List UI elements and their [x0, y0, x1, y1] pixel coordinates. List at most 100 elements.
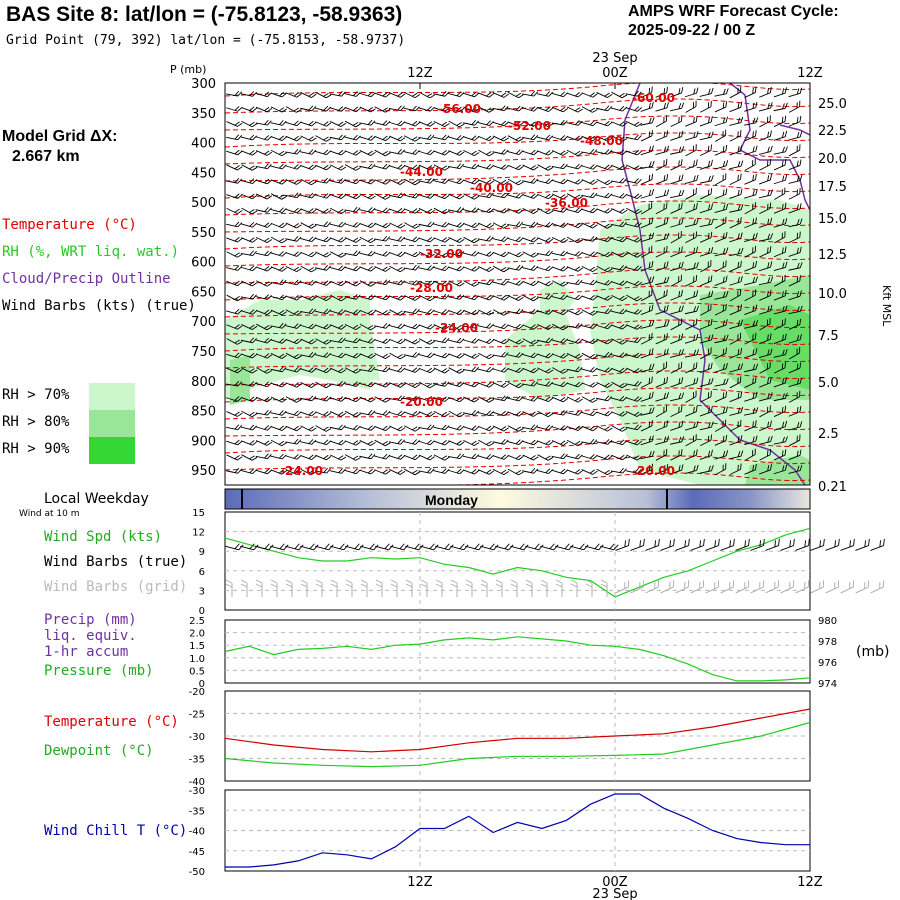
- surface-wind-barb-grid: [750, 580, 764, 594]
- wind-barb: [729, 275, 743, 286]
- wind-barb: [403, 352, 420, 358]
- wind-barb: [729, 450, 744, 460]
- wind-barb: [714, 88, 729, 97]
- wind-barb: [492, 454, 509, 460]
- cloud-outline: [621, 83, 810, 485]
- wind-barb: [359, 309, 376, 316]
- wind-barb: [699, 275, 713, 287]
- isotherm-label: -36.00: [545, 196, 588, 210]
- wind-barb: [596, 338, 613, 345]
- legend-rh: RH (%, WRT liq. wat.): [2, 244, 180, 260]
- wind-barb: [596, 251, 613, 258]
- wind-barb: [418, 177, 435, 184]
- wind-barb: [537, 164, 554, 171]
- wind-barb: [300, 265, 317, 273]
- wind-barb: [374, 135, 391, 142]
- wind-barb: [522, 454, 539, 461]
- wind-barb: [240, 134, 258, 141]
- pressure-tick-label: 550: [191, 226, 216, 241]
- wind-barb: [240, 381, 258, 387]
- wind-barb: [285, 425, 302, 432]
- wind-barb: [625, 411, 643, 417]
- wind-10m-label: Wind at 10 m: [19, 509, 80, 519]
- wind-barb: [314, 265, 331, 271]
- wind-barb: [374, 92, 391, 98]
- wind-barb: [581, 222, 598, 229]
- wind-barb: [226, 454, 243, 461]
- wind-barb: [699, 362, 713, 374]
- wind-barb: [773, 333, 787, 344]
- wind-barb: [463, 439, 480, 447]
- wind-barb: [315, 367, 332, 374]
- wind-barb: [226, 251, 243, 258]
- legend-rh90-label: RH > 90%: [2, 441, 70, 457]
- wind-barb: [758, 189, 773, 199]
- surface-wind-barb-true: [540, 543, 559, 551]
- legend-rh80-label: RH > 80%: [2, 414, 70, 430]
- wind-barb: [448, 323, 465, 331]
- wind-barb: [344, 353, 361, 359]
- wind-barb: [566, 366, 583, 373]
- wind-barb: [404, 381, 421, 389]
- wind-barb: [226, 106, 243, 112]
- wind-barb: [522, 468, 539, 474]
- wind-barb: [255, 250, 272, 257]
- wind-barb: [699, 159, 713, 170]
- wind-barb: [462, 381, 480, 388]
- wind-barb: [315, 454, 332, 461]
- wind-barb: [566, 294, 583, 301]
- wind-barb: [581, 164, 598, 170]
- wind-barb: [685, 434, 697, 447]
- wind-barb: [403, 367, 421, 373]
- y-tick-label: 6: [199, 567, 205, 578]
- wind-barb: [670, 115, 683, 128]
- wind-barb: [270, 294, 287, 301]
- wind-barb: [256, 236, 273, 244]
- wind-barb: [551, 353, 569, 359]
- isotherm-line: [225, 438, 810, 454]
- wind-barb: [626, 164, 643, 171]
- wind-barb: [418, 251, 435, 258]
- wind-barb: [255, 163, 272, 170]
- legend-wind-barbs-grid: Wind Barbs (grid): [44, 579, 188, 595]
- wind-barb: [433, 280, 450, 287]
- legend-precip-liq: liq. equiv.: [44, 628, 137, 644]
- y-tick-label: -40: [189, 777, 205, 788]
- wind-barb: [241, 440, 258, 446]
- wind-barb: [433, 106, 450, 112]
- wind-barb: [551, 163, 568, 170]
- wind-barb: [226, 380, 243, 387]
- wind-barb: [492, 367, 509, 373]
- wind-barb: [640, 101, 654, 112]
- wind-barb: [300, 454, 317, 460]
- wind-barb: [448, 206, 465, 213]
- wind-barb: [759, 289, 772, 301]
- surface-wind-barb-true: [570, 543, 589, 551]
- pressure-line: [224, 636, 811, 682]
- surface-wind-barb-grid: [645, 580, 659, 594]
- wind-barb: [285, 279, 302, 286]
- wind-barb: [374, 149, 391, 157]
- wind-barb: [714, 247, 729, 257]
- wind-barb: [344, 424, 361, 431]
- wind-barb: [344, 410, 361, 418]
- wind-barb: [359, 440, 376, 446]
- wind-barb: [477, 469, 495, 475]
- wind-barb: [433, 91, 450, 97]
- wind-barb: [700, 260, 712, 273]
- wind-barb: [300, 135, 317, 142]
- surface-wind-barb-true: [870, 538, 885, 551]
- wind-barb: [374, 425, 391, 432]
- wind-barb: [699, 290, 714, 301]
- wind-barb: [492, 192, 509, 199]
- wind-barb: [477, 382, 495, 388]
- wind-barb: [507, 121, 524, 127]
- wind-barb: [640, 217, 654, 229]
- wind-barb: [285, 236, 302, 242]
- wind-barb: [729, 260, 742, 272]
- y-tick-label: 0: [199, 606, 205, 617]
- pressure-tick-label: 350: [191, 107, 216, 122]
- wind-barb: [448, 106, 465, 113]
- wind-barb: [300, 410, 317, 417]
